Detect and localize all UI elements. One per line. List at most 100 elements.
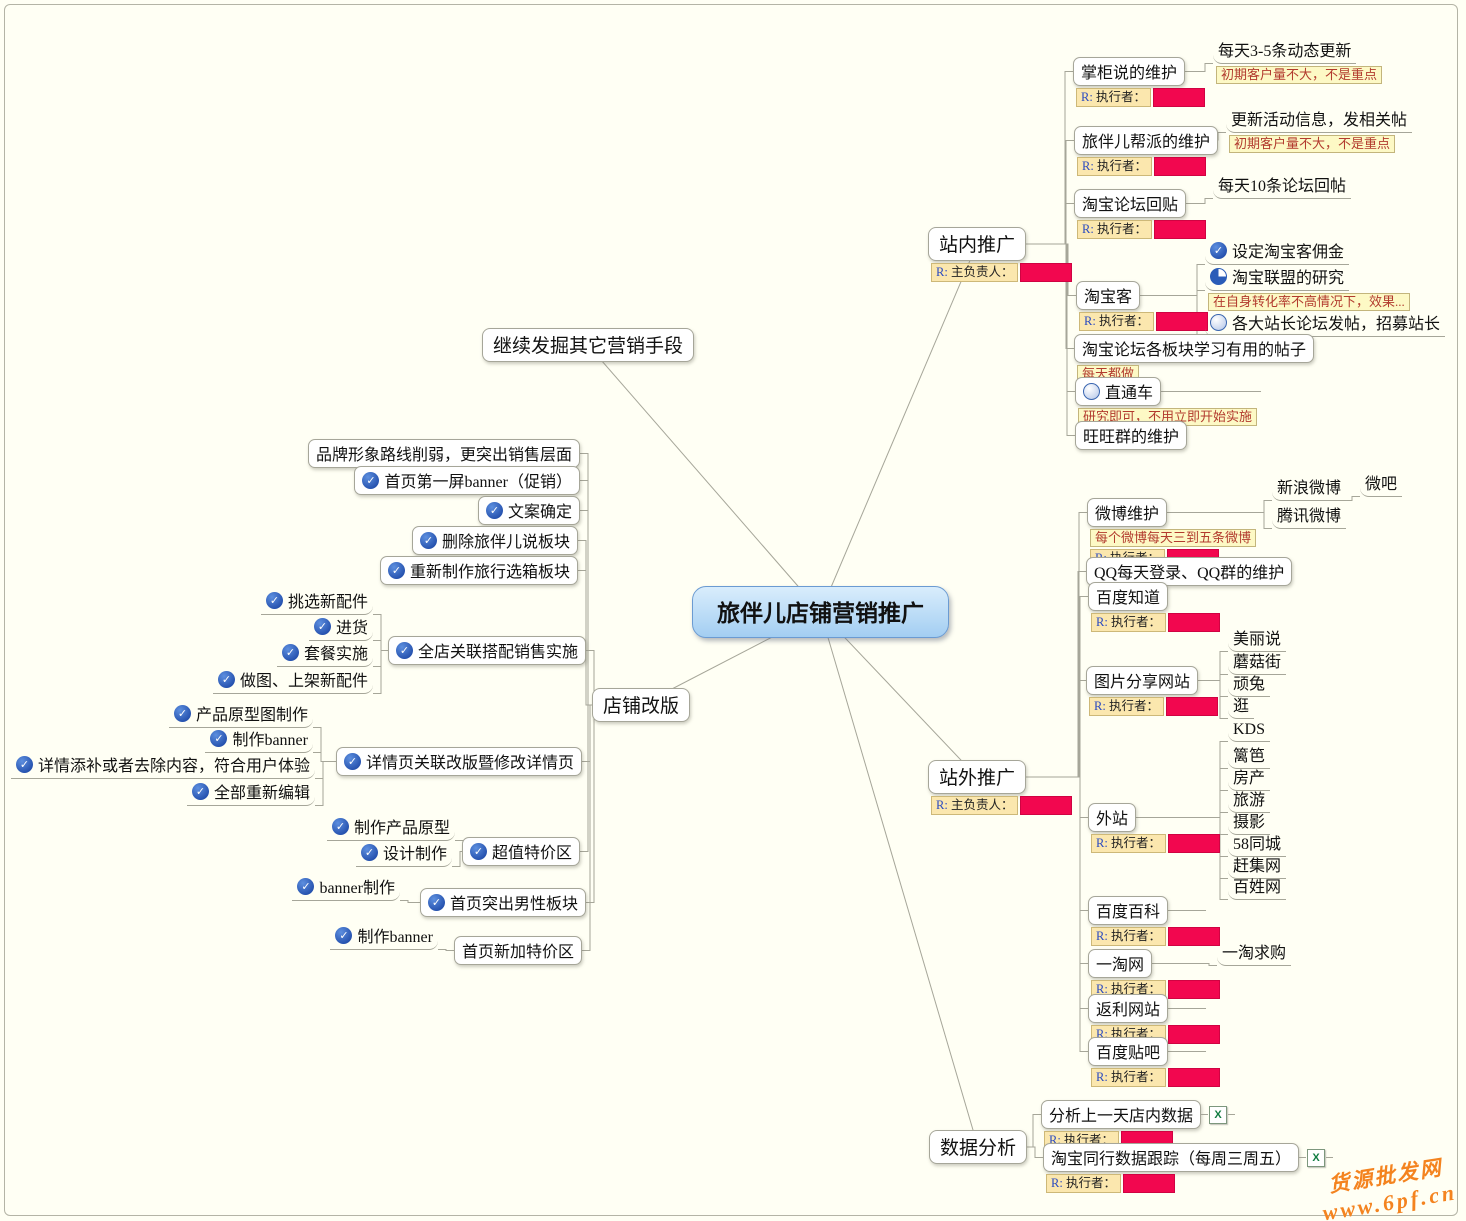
- node-rebate-sites-topic[interactable]: 返利网站: [1088, 994, 1169, 1023]
- excel-attachment-icon[interactable]: X: [1307, 1148, 1326, 1167]
- node-lvyou-topic[interactable]: 旅游: [1228, 786, 1271, 813]
- node-product-prototype-drawing-topic[interactable]: ✓ 产品原型图制作: [168, 701, 313, 728]
- task-progress-0-icon[interactable]: [1083, 382, 1100, 400]
- node-package-implementation-topic[interactable]: ✓ 套餐实施: [276, 640, 373, 667]
- node-homepage-male-module-topic[interactable]: ✓ 首页突出男性板块: [419, 888, 586, 917]
- node-daily-3-5-updates-topic[interactable]: 每天3-5条动态更新: [1213, 37, 1357, 64]
- node-weibo-maintenance-topic[interactable]: 微博维护: [1087, 498, 1168, 527]
- task-complete-check-icon[interactable]: ✓: [281, 643, 299, 661]
- node-qq-daily-login-topic[interactable]: QQ每天登录、QQ群的维护: [1086, 557, 1293, 586]
- task-complete-check-icon[interactable]: ✓: [469, 842, 487, 860]
- task-complete-check-icon[interactable]: ✓: [395, 641, 413, 659]
- node-baidu-zhidao-topic[interactable]: 百度知道: [1088, 582, 1169, 611]
- branch-offsite-promotion-topic[interactable]: 站外推广: [928, 760, 1027, 794]
- node-ganjiwang-topic[interactable]: 赶集网: [1228, 852, 1287, 879]
- node-mogujie-topic[interactable]: 蘑菇街: [1228, 648, 1287, 675]
- task-complete-check-icon[interactable]: ✓: [313, 617, 331, 635]
- topic-label: 套餐实施: [303, 646, 368, 663]
- task-complete-check-icon[interactable]: ✓: [191, 782, 209, 800]
- branch-shop-redesign-topic[interactable]: 店铺改版: [591, 688, 690, 722]
- node-58tongcheng-topic[interactable]: 58同城: [1228, 830, 1287, 857]
- task-complete-check-icon[interactable]: ✓: [360, 843, 378, 861]
- node-remake-luggage-module-topic[interactable]: ✓ 重新制作旅行选箱板块: [379, 556, 578, 585]
- node-baidu-tieba-topic[interactable]: 百度贴吧: [1088, 1037, 1169, 1066]
- node-baidu-baike-topic[interactable]: 百度百科: [1088, 896, 1169, 925]
- node-external-sites-topic[interactable]: 外站: [1088, 803, 1137, 832]
- node-purchase-stock-topic[interactable]: ✓ 进货: [308, 614, 373, 641]
- central-topic: 旅伴儿店铺营销推广: [692, 586, 949, 638]
- task-complete-check-icon[interactable]: ✓: [485, 501, 503, 519]
- node-forum-learning-topic[interactable]: 淘宝论坛各板块学习有用的帖子: [1074, 334, 1315, 363]
- node-delete-lvbaner-module-topic[interactable]: ✓ 删除旅伴儿说板块: [411, 526, 578, 555]
- node-full-store-bundle-sales-topic[interactable]: ✓ 全店关联搭配销售实施: [387, 636, 586, 665]
- node-liba-topic[interactable]: 篱笆: [1228, 742, 1271, 769]
- node-baixingwang-topic[interactable]: 百姓网: [1228, 873, 1287, 900]
- node-taobaoke-topic[interactable]: 淘宝客: [1076, 281, 1141, 310]
- node-etao-topic[interactable]: 一淘网: [1088, 949, 1153, 978]
- task-complete-check-icon[interactable]: ✓: [173, 704, 191, 722]
- node-taobao-forum-reply-topic[interactable]: 淘宝论坛回贴: [1074, 189, 1187, 218]
- task-complete-check-icon[interactable]: ✓: [362, 471, 380, 489]
- node-taobao-peer-tracking-topic[interactable]: 淘宝同行数据跟踪（每周三周五）: [1043, 1143, 1300, 1172]
- task-complete-check-icon[interactable]: ✓: [387, 561, 405, 579]
- topic-label: 新浪微博: [1277, 480, 1342, 497]
- node-guang-topic[interactable]: 逛: [1228, 692, 1255, 719]
- node-etao-qiugou-topic[interactable]: 一淘求购: [1217, 939, 1292, 966]
- node-kds-topic[interactable]: KDS: [1228, 721, 1271, 742]
- task-complete-check-icon[interactable]: ✓: [210, 729, 228, 747]
- node-zhitongche-topic[interactable]: 直通车: [1075, 377, 1162, 406]
- task-complete-check-icon[interactable]: ✓: [1210, 241, 1227, 259]
- task-complete-check-icon[interactable]: ✓: [15, 755, 33, 773]
- resource-role-label: 执行者：: [1096, 222, 1147, 236]
- central-topic-topic[interactable]: 旅伴儿店铺营销推广: [692, 586, 949, 638]
- node-lvbaner-gang-maintenance-topic[interactable]: 旅伴儿帮派的维护: [1074, 126, 1219, 155]
- node-set-taobaoke-commission: ✓ 设定淘宝客佣金: [1205, 238, 1350, 265]
- branch-shop-redesign: 店铺改版: [591, 688, 690, 722]
- task-complete-check-icon[interactable]: ✓: [297, 877, 315, 895]
- node-homepage-new-special-zone-topic[interactable]: 首页新加特价区: [453, 936, 582, 965]
- task-complete-check-icon[interactable]: ✓: [427, 893, 445, 911]
- node-weiba-topic[interactable]: 微吧: [1360, 470, 1403, 497]
- node-brand-image-weaken-topic[interactable]: 品牌形象路线削弱，更突出销售层面: [307, 439, 580, 468]
- task-progress-25-icon[interactable]: [1210, 267, 1227, 285]
- node-zhangguishuo-maintenance-topic[interactable]: 掌柜说的维护: [1073, 57, 1186, 86]
- node-fangchan-topic[interactable]: 房产: [1228, 764, 1271, 791]
- task-complete-check-icon[interactable]: ✓: [217, 670, 235, 688]
- node-banner-making-topic[interactable]: ✓ banner制作: [292, 874, 400, 901]
- node-images-shelf-accessories-topic[interactable]: ✓ 做图、上架新配件: [212, 667, 373, 694]
- node-wangwang-group-maintenance-topic[interactable]: 旺旺群的维护: [1075, 421, 1188, 450]
- task-complete-check-icon[interactable]: ✓: [335, 926, 353, 944]
- node-pick-new-accessories-topic[interactable]: ✓ 挑选新配件: [260, 588, 373, 615]
- node-analyze-previous-day-data-topic[interactable]: 分析上一天店内数据: [1041, 1100, 1202, 1129]
- branch-data-analysis-topic[interactable]: 数据分析: [929, 1130, 1028, 1164]
- node-sheying-topic[interactable]: 摄影: [1228, 808, 1271, 835]
- node-webmaster-forum-recruit-topic[interactable]: 各大站长论坛发帖，招募站长: [1205, 310, 1446, 337]
- node-make-banner-special-topic[interactable]: ✓ 制作banner: [330, 923, 438, 950]
- node-detail-page-revision-topic[interactable]: ✓ 详情页关联改版暨修改详情页: [335, 747, 582, 776]
- excel-attachment-icon[interactable]: X: [1209, 1105, 1228, 1124]
- node-guang: 逛: [1228, 692, 1255, 719]
- node-set-taobaoke-commission-topic[interactable]: ✓ 设定淘宝客佣金: [1205, 238, 1350, 265]
- task-complete-check-icon[interactable]: ✓: [343, 752, 361, 770]
- task-complete-check-icon[interactable]: ✓: [331, 817, 349, 835]
- node-copy-confirm-topic[interactable]: ✓ 文案确定: [477, 496, 580, 525]
- node-re-edit-all-topic[interactable]: ✓ 全部重新编辑: [186, 779, 315, 806]
- node-daily-10-forum-replies-topic[interactable]: 每天10条论坛回帖: [1213, 172, 1352, 199]
- node-update-activity-info-topic[interactable]: 更新活动信息，发相关帖: [1226, 106, 1413, 133]
- node-sina-weibo-topic[interactable]: 新浪微博: [1272, 474, 1347, 501]
- task-complete-check-icon[interactable]: ✓: [419, 531, 437, 549]
- node-photo-sharing-sites-topic[interactable]: 图片分享网站: [1086, 666, 1199, 695]
- branch-explore-other-marketing-topic[interactable]: 继续发掘其它营销手段: [481, 328, 694, 362]
- node-design-make-topic[interactable]: ✓ 设计制作: [355, 840, 452, 867]
- node-make-product-prototype-topic[interactable]: ✓ 制作产品原型: [326, 814, 455, 841]
- node-super-value-zone-topic[interactable]: ✓ 超值特价区: [461, 837, 580, 866]
- task-complete-check-icon[interactable]: ✓: [265, 591, 283, 609]
- node-taobao-alliance-research-topic[interactable]: 淘宝联盟的研究: [1205, 264, 1350, 291]
- node-detail-content-ux-topic[interactable]: ✓ 详情添补或者去除内容，符合用户体验: [10, 752, 315, 779]
- branch-onsite-promotion-topic[interactable]: 站内推广: [928, 227, 1027, 261]
- node-make-banner-detail-topic[interactable]: ✓ 制作banner: [205, 726, 313, 753]
- task-progress-0-icon[interactable]: [1210, 313, 1227, 331]
- node-meilishuo-topic[interactable]: 美丽说: [1228, 625, 1287, 652]
- node-homepage-first-banner-topic[interactable]: ✓ 首页第一屏banner（促销）: [354, 466, 580, 495]
- node-tencent-weibo-topic[interactable]: 腾讯微博: [1272, 502, 1347, 529]
